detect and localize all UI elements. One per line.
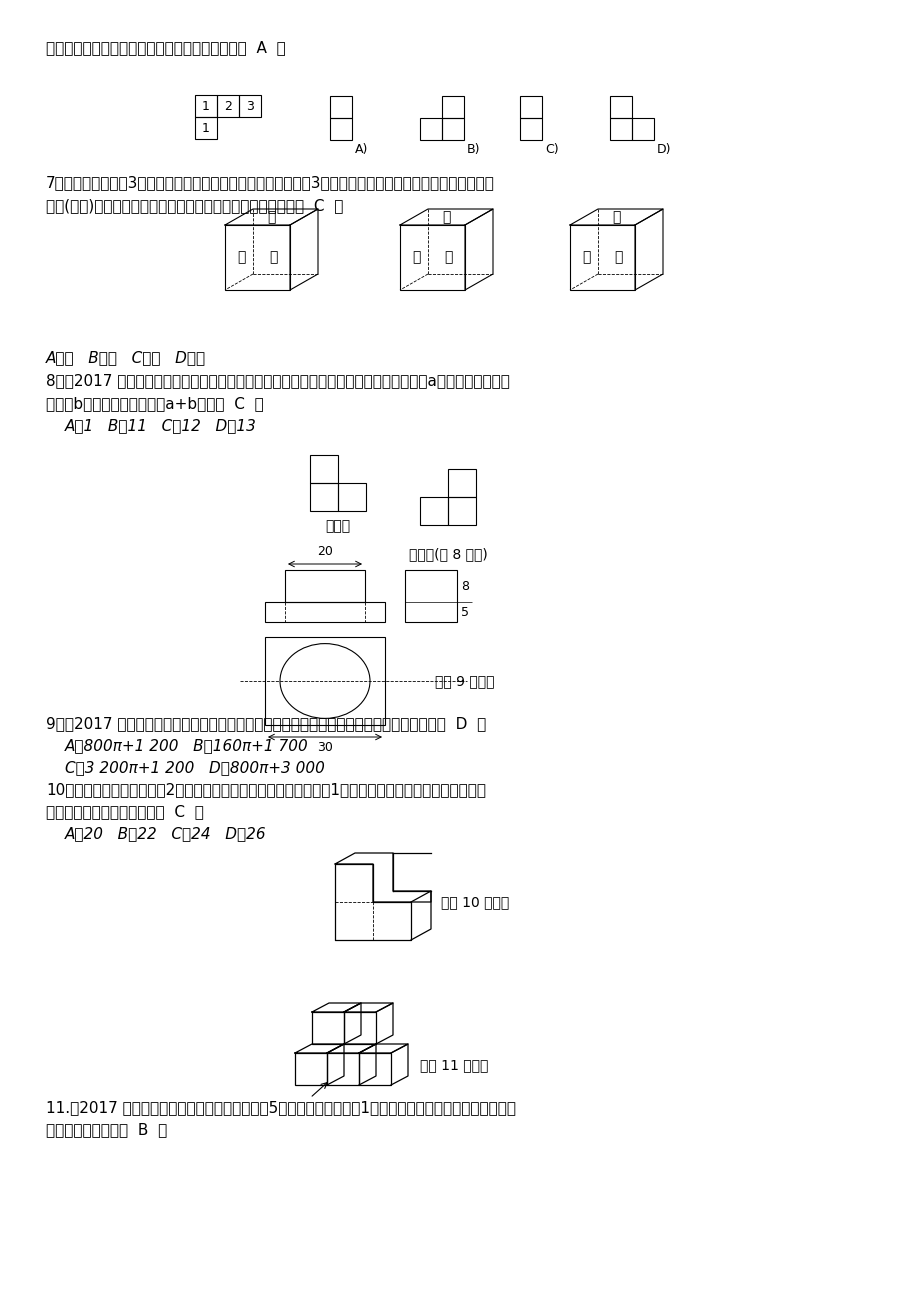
Text: 7．（枣庄中考）有3块积木，每一块的各面都涂上不同的颜色，3块的涂法完全相同，现把它们摆放成不同的: 7．（枣庄中考）有3块积木，每一块的各面都涂上不同的颜色，3块的涂法完全相同，现… [46, 175, 494, 190]
Text: B): B) [467, 143, 480, 156]
Bar [441, 96, 463, 119]
Text: 10．（河北中考）从棱长为2的正方体毛坯的一角，挖去一个棱长为1的小正方体，得到一个如图所示的零: 10．（河北中考）从棱长为2的正方体毛坯的一角，挖去一个棱长为1的小正方体，得到… [46, 782, 485, 797]
Text: 20: 20 [317, 545, 333, 558]
Text: 30: 30 [317, 741, 333, 754]
Bar [330, 119, 352, 139]
Bar [295, 1053, 326, 1085]
Text: 白: 白 [613, 250, 621, 265]
Bar [310, 455, 337, 483]
Text: C．3 200π+1 200   D．800π+3 000: C．3 200π+1 200 D．800π+3 000 [65, 760, 324, 775]
Text: 绿: 绿 [268, 250, 277, 265]
Bar [225, 225, 289, 291]
Bar [337, 483, 366, 511]
Bar [326, 1053, 358, 1085]
Bar [609, 96, 631, 119]
Text: 件，则这个零件的表面积是（  C  ）: 件，则这个零件的表面积是（ C ） [46, 804, 204, 820]
Text: （第 9 题图）: （第 9 题图） [435, 674, 494, 688]
Text: （第 11 题图）: （第 11 题图） [420, 1058, 488, 1072]
Text: A): A) [355, 143, 368, 156]
Text: A．800π+1 200   B．160π+1 700: A．800π+1 200 B．160π+1 700 [65, 737, 309, 753]
Bar [448, 469, 475, 496]
Bar [217, 95, 239, 117]
Text: 该位置小正方体的个数，则该几何体的左视图是（  A  ）: 该位置小正方体的个数，则该几何体的左视图是（ A ） [46, 40, 286, 55]
Bar [570, 225, 634, 291]
Bar [310, 483, 337, 511]
Text: 位置(如图)，请你根据图形判断涂成绿色一面的对面的颜色是（  C  ）: 位置(如图)，请你根据图形判断涂成绿色一面的对面的颜色是（ C ） [46, 198, 343, 212]
Bar [195, 95, 217, 117]
Bar [441, 119, 463, 139]
Bar [239, 95, 261, 117]
Text: 11.（2017 遵义一中二模）如图，一个几何体由5个大小相同、棱长为1的小正方体搭成，下列关于这个几何: 11.（2017 遵义一中二模）如图，一个几何体由5个大小相同、棱长为1的小正方… [46, 1100, 516, 1115]
Text: D): D) [656, 143, 671, 156]
Text: 黄: 黄 [611, 210, 619, 224]
Text: 白: 白 [267, 210, 275, 224]
Bar [312, 1012, 344, 1044]
Bar [448, 496, 475, 525]
Text: （第 10 题图）: （第 10 题图） [440, 895, 509, 909]
Text: 1: 1 [202, 99, 210, 112]
Text: 体的说法正确的是（  B  ）: 体的说法正确的是（ B ） [46, 1122, 167, 1138]
Bar [265, 602, 384, 622]
Text: A．20   B．22   C．24   D．26: A．20 B．22 C．24 D．26 [65, 826, 267, 840]
Text: A．1   B．11   C．12   D．13: A．1 B．11 C．12 D．13 [65, 418, 256, 433]
Text: 3: 3 [245, 99, 254, 112]
Text: 黑: 黑 [236, 250, 245, 265]
Text: 9．（2017 荆州中考）如图是某几何体的三视图，根据图中的数据，求得该几何体的体积为（  D  ）: 9．（2017 荆州中考）如图是某几何体的三视图，根据图中的数据，求得该几何体的… [46, 717, 486, 731]
Text: A．白   B．红   C．黄   D．黑: A．白 B．红 C．黄 D．黑 [46, 351, 206, 365]
Bar [519, 96, 541, 119]
Text: 主视图: 主视图 [325, 519, 350, 533]
Text: 5: 5 [460, 606, 469, 619]
Bar [265, 637, 384, 724]
Bar [358, 1053, 391, 1085]
Bar [285, 569, 365, 602]
Bar [609, 119, 631, 139]
Text: 绿: 绿 [441, 210, 449, 224]
Text: 最少有b个小正方体组成，则a+b等于（  C  ）: 最少有b个小正方体组成，则a+b等于（ C ） [46, 396, 264, 410]
Text: 俯视图(第 8 题图): 俯视图(第 8 题图) [408, 547, 487, 562]
Bar [519, 119, 541, 139]
Bar [631, 119, 653, 139]
Text: 红: 红 [443, 250, 452, 265]
Text: 8: 8 [460, 580, 469, 593]
Text: 1: 1 [202, 121, 210, 134]
Text: 2: 2 [224, 99, 232, 112]
Bar [344, 1012, 376, 1044]
Text: C): C) [544, 143, 558, 156]
Text: 红: 红 [581, 250, 590, 265]
Bar [400, 225, 464, 291]
Text: 蓝: 蓝 [412, 250, 420, 265]
Bar [404, 569, 457, 622]
Bar [330, 96, 352, 119]
Text: 8．（2017 齐齐哈尔中考）一个几何体的主视图和俯视图如图所示，若这个几何体最多有a个小正方体组成，: 8．（2017 齐齐哈尔中考）一个几何体的主视图和俯视图如图所示，若这个几何体最… [46, 373, 509, 388]
Bar [420, 496, 448, 525]
Bar [195, 117, 217, 139]
Bar [420, 119, 441, 139]
